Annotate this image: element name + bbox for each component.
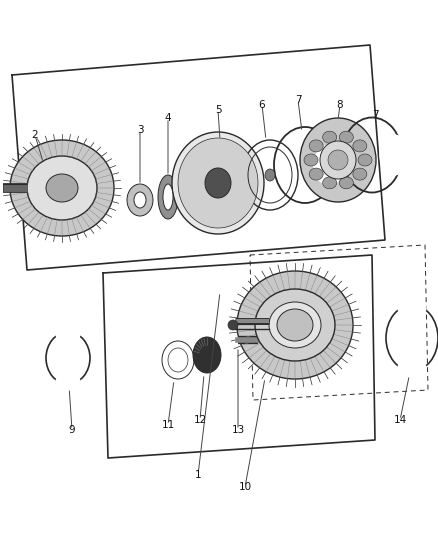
Text: 1: 1 bbox=[194, 470, 201, 480]
Ellipse shape bbox=[205, 168, 231, 198]
Ellipse shape bbox=[269, 302, 321, 348]
Ellipse shape bbox=[353, 140, 367, 152]
Ellipse shape bbox=[27, 156, 97, 220]
Ellipse shape bbox=[314, 145, 344, 185]
Text: 8: 8 bbox=[337, 100, 343, 110]
Ellipse shape bbox=[127, 184, 153, 216]
Ellipse shape bbox=[323, 131, 337, 143]
Ellipse shape bbox=[309, 168, 323, 180]
Text: 5: 5 bbox=[215, 105, 221, 115]
Text: 7: 7 bbox=[295, 95, 301, 105]
Ellipse shape bbox=[398, 359, 426, 377]
Ellipse shape bbox=[255, 289, 335, 361]
Ellipse shape bbox=[320, 141, 356, 179]
Ellipse shape bbox=[309, 140, 323, 152]
Text: 11: 11 bbox=[161, 420, 175, 430]
Text: 12: 12 bbox=[193, 415, 207, 425]
Ellipse shape bbox=[193, 337, 221, 373]
Ellipse shape bbox=[178, 138, 258, 228]
Ellipse shape bbox=[398, 299, 426, 317]
Ellipse shape bbox=[339, 131, 353, 143]
Ellipse shape bbox=[380, 135, 408, 175]
Ellipse shape bbox=[158, 175, 178, 219]
Ellipse shape bbox=[339, 177, 353, 189]
Text: 9: 9 bbox=[69, 425, 75, 435]
Text: 10: 10 bbox=[238, 482, 251, 492]
Ellipse shape bbox=[323, 177, 337, 189]
Text: 3: 3 bbox=[137, 125, 143, 135]
Text: 6: 6 bbox=[259, 100, 265, 110]
Text: 2: 2 bbox=[32, 130, 38, 140]
Ellipse shape bbox=[228, 320, 238, 330]
Ellipse shape bbox=[237, 271, 353, 379]
Ellipse shape bbox=[46, 174, 78, 202]
Ellipse shape bbox=[163, 184, 173, 210]
Ellipse shape bbox=[328, 150, 348, 170]
Ellipse shape bbox=[265, 169, 275, 181]
Text: 7: 7 bbox=[372, 110, 378, 120]
Ellipse shape bbox=[10, 140, 114, 236]
Ellipse shape bbox=[172, 132, 264, 234]
Ellipse shape bbox=[304, 154, 318, 166]
Ellipse shape bbox=[134, 192, 146, 208]
Text: 4: 4 bbox=[165, 113, 171, 123]
Ellipse shape bbox=[300, 118, 376, 202]
Text: 13: 13 bbox=[231, 425, 245, 435]
Ellipse shape bbox=[56, 326, 80, 342]
Ellipse shape bbox=[277, 309, 313, 341]
Ellipse shape bbox=[353, 168, 367, 180]
Text: 14: 14 bbox=[393, 415, 406, 425]
Ellipse shape bbox=[358, 154, 372, 166]
Ellipse shape bbox=[56, 374, 80, 390]
